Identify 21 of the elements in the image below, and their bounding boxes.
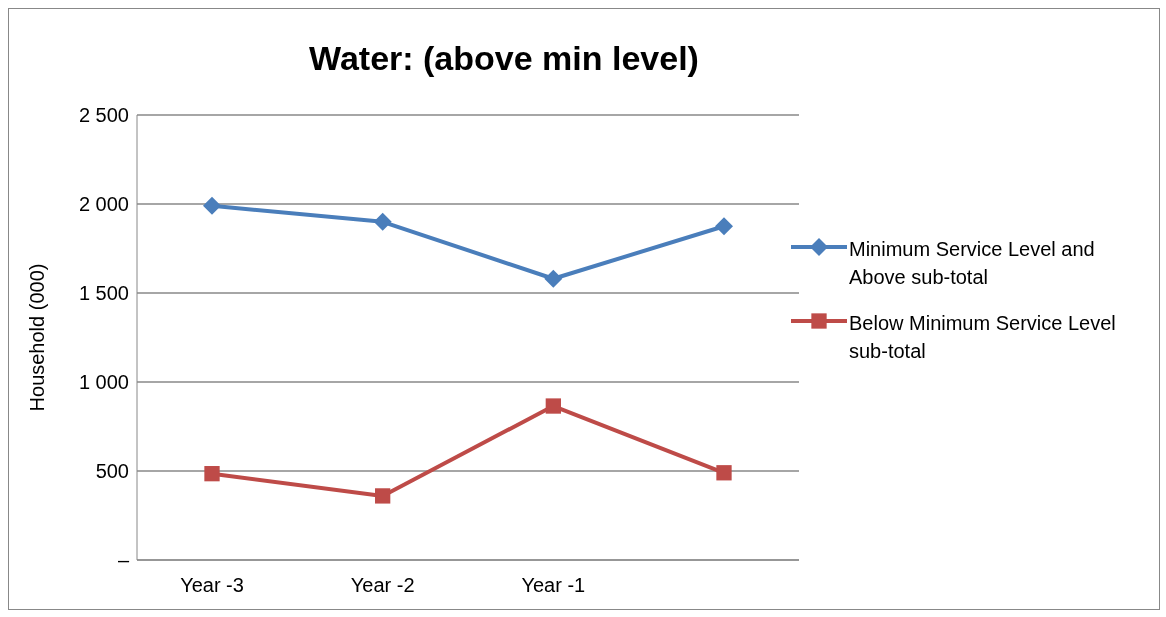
legend-label: Below Minimum Service Level sub-total <box>849 311 1117 364</box>
point <box>204 466 220 482</box>
legend-label: Minimum Service Level and Above sub-total <box>849 237 1096 290</box>
point <box>715 217 733 236</box>
point <box>375 488 391 504</box>
chart-title: Water: (above min level) <box>308 39 700 78</box>
x-tick-label: Year -3 <box>180 574 244 597</box>
y-tick-label: 2 000 <box>78 193 129 216</box>
y-tick-label: 2 500 <box>78 104 129 127</box>
point <box>544 269 563 288</box>
point <box>545 398 561 414</box>
x-tick-label: Year -1 <box>521 574 586 597</box>
point <box>203 196 221 215</box>
point <box>373 212 392 231</box>
y-tick-label: – <box>117 549 130 572</box>
y-tick-label: 1 500 <box>78 282 129 305</box>
point <box>716 465 732 481</box>
x-tick-label: Year -2 <box>350 574 415 597</box>
y-tick-label: 1 000 <box>78 371 129 394</box>
y-tick-label: 500 <box>95 460 129 483</box>
y-axis-title: Household (000) <box>26 263 49 412</box>
